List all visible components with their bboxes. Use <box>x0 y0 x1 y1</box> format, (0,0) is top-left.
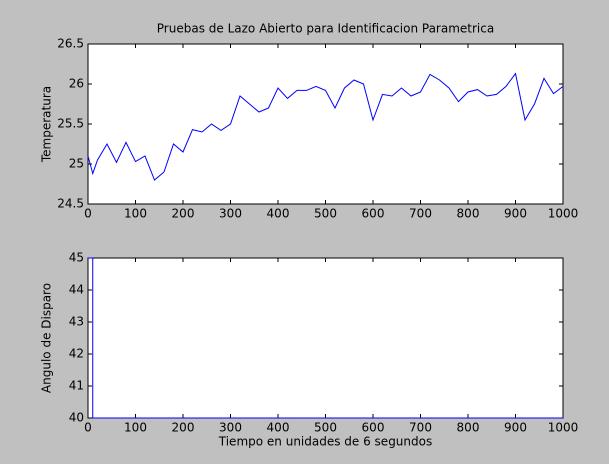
y-tick-label: 26 <box>69 77 84 91</box>
x-tick-label: 800 <box>457 421 480 435</box>
y-tick-label: 40 <box>69 411 84 425</box>
chart-title: Pruebas de Lazo Abierto para Identificac… <box>157 22 494 36</box>
y-tick-label: 25 <box>69 157 84 171</box>
y-axis-label: Angulo de Disparo <box>40 283 54 393</box>
plot-area <box>87 43 564 205</box>
x-axis-label: Tiempo en unidades de 6 segundos <box>218 435 432 449</box>
x-tick-label: 300 <box>219 421 242 435</box>
x-tick-label: 200 <box>172 421 195 435</box>
y-tick-label: 42 <box>69 347 84 361</box>
data-line <box>87 72 564 181</box>
x-tick-label: 1000 <box>548 421 579 435</box>
x-tick-label: 400 <box>267 207 290 221</box>
x-tick-label: 200 <box>172 207 195 221</box>
x-tick-label: 900 <box>504 207 527 221</box>
x-tick-label: 900 <box>504 421 527 435</box>
x-tick-label: 0 <box>84 207 92 221</box>
x-tick-label: 0 <box>84 421 92 435</box>
y-tick-label: 24.5 <box>57 197 84 211</box>
y-tick-label: 44 <box>69 283 84 297</box>
x-tick-label: 700 <box>409 421 432 435</box>
x-tick-label: 1000 <box>548 207 579 221</box>
x-tick-label: 500 <box>314 207 337 221</box>
y-tick-label: 41 <box>69 379 84 393</box>
x-tick-label: 100 <box>124 207 147 221</box>
x-tick-label: 800 <box>457 207 480 221</box>
x-tick-label: 700 <box>409 207 432 221</box>
x-tick-label: 600 <box>362 421 385 435</box>
y-tick-label: 45 <box>69 251 84 265</box>
y-tick-label: 43 <box>69 315 84 329</box>
x-tick-label: 600 <box>362 207 385 221</box>
x-tick-label: 100 <box>124 421 147 435</box>
data-line <box>88 257 563 419</box>
x-tick-label: 300 <box>219 207 242 221</box>
y-axis-label: Temperatura <box>40 86 54 163</box>
x-tick-label: 500 <box>314 421 337 435</box>
x-tick-label: 400 <box>267 421 290 435</box>
y-tick-label: 26.5 <box>57 37 84 51</box>
y-tick-label: 25.5 <box>57 117 84 131</box>
plot-area <box>87 257 564 419</box>
